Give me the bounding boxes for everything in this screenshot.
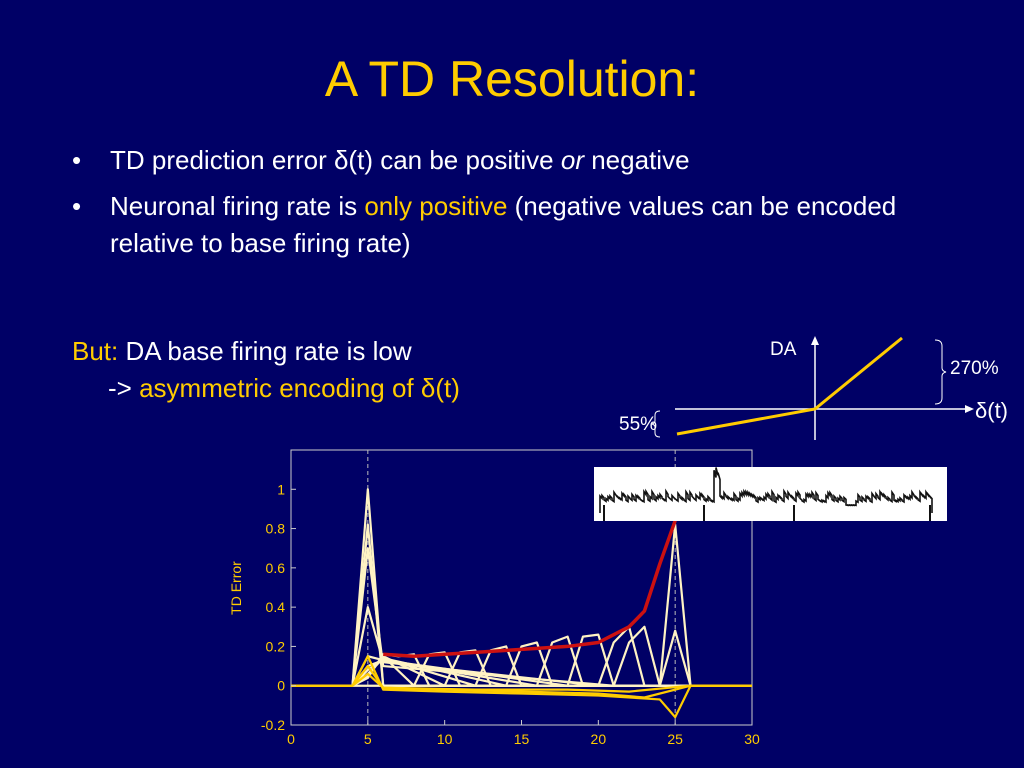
but-statement: But: DA base firing rate is low -> asymm… (72, 333, 460, 407)
bullet-emphasis: or (560, 145, 584, 175)
series-line-15 (383, 520, 677, 658)
y-axis-label: TD Error (228, 561, 244, 615)
y-tick-label: 0.8 (266, 521, 286, 537)
negative-label: 55% (619, 414, 658, 435)
y-tick-label: -0.2 (261, 717, 285, 733)
y-tick-label: 0.2 (266, 638, 286, 654)
bullet-list: • TD prediction error δ(t) can be positi… (72, 142, 922, 271)
delta-label: δ(t) (975, 398, 1009, 423)
x-tick-label: 20 (591, 731, 607, 747)
x-tick-label: 30 (744, 731, 760, 747)
da-label: DA (770, 339, 797, 360)
but-line2: asymmetric encoding of δ(t) (139, 373, 460, 403)
y-tick-label: 0.4 (266, 599, 286, 615)
y-tick-label: 0.6 (266, 560, 286, 576)
series-line-14 (291, 672, 752, 693)
bullet-item: • TD prediction error δ(t) can be positi… (72, 142, 922, 179)
x-tick-label: 10 (437, 731, 453, 747)
bullet-item: • Neuronal firing rate is only positive … (72, 188, 922, 262)
bullet-text: (negative values can be encoded relative… (110, 191, 897, 258)
bullet-text: Neuronal firing rate is (110, 191, 365, 221)
x-tick-label: 5 (364, 731, 372, 747)
delta-axis-arrow-icon (965, 405, 974, 413)
positive-brace-icon (934, 339, 947, 405)
spike-raster-image (594, 467, 947, 521)
x-tick-label: 15 (514, 731, 530, 747)
x-tick-label: 0 (287, 731, 295, 747)
y-tick-label: 1 (277, 481, 285, 497)
but-arrow: -> (108, 373, 140, 403)
bullet-text: negative (584, 145, 690, 175)
x-tick-label: 25 (667, 731, 683, 747)
spike-trace (599, 467, 933, 513)
but-lead: But: (72, 336, 119, 366)
encoding-curve (676, 336, 903, 436)
da-axis-arrow-icon (811, 336, 819, 345)
bullet-highlight: only positive (364, 191, 508, 221)
y-tick-label: 0 (277, 678, 285, 694)
slide-title: A TD Resolution: (324, 51, 700, 107)
bullet-text: TD prediction error δ(t) can be positive (110, 145, 561, 175)
series-line-12 (291, 655, 752, 719)
positive-label: 270% (950, 358, 999, 379)
but-line1: DA base firing rate is low (118, 336, 412, 366)
bullet-dot: • (72, 191, 82, 221)
negative-brace-icon (650, 410, 661, 438)
bullet-dot: • (72, 145, 82, 175)
